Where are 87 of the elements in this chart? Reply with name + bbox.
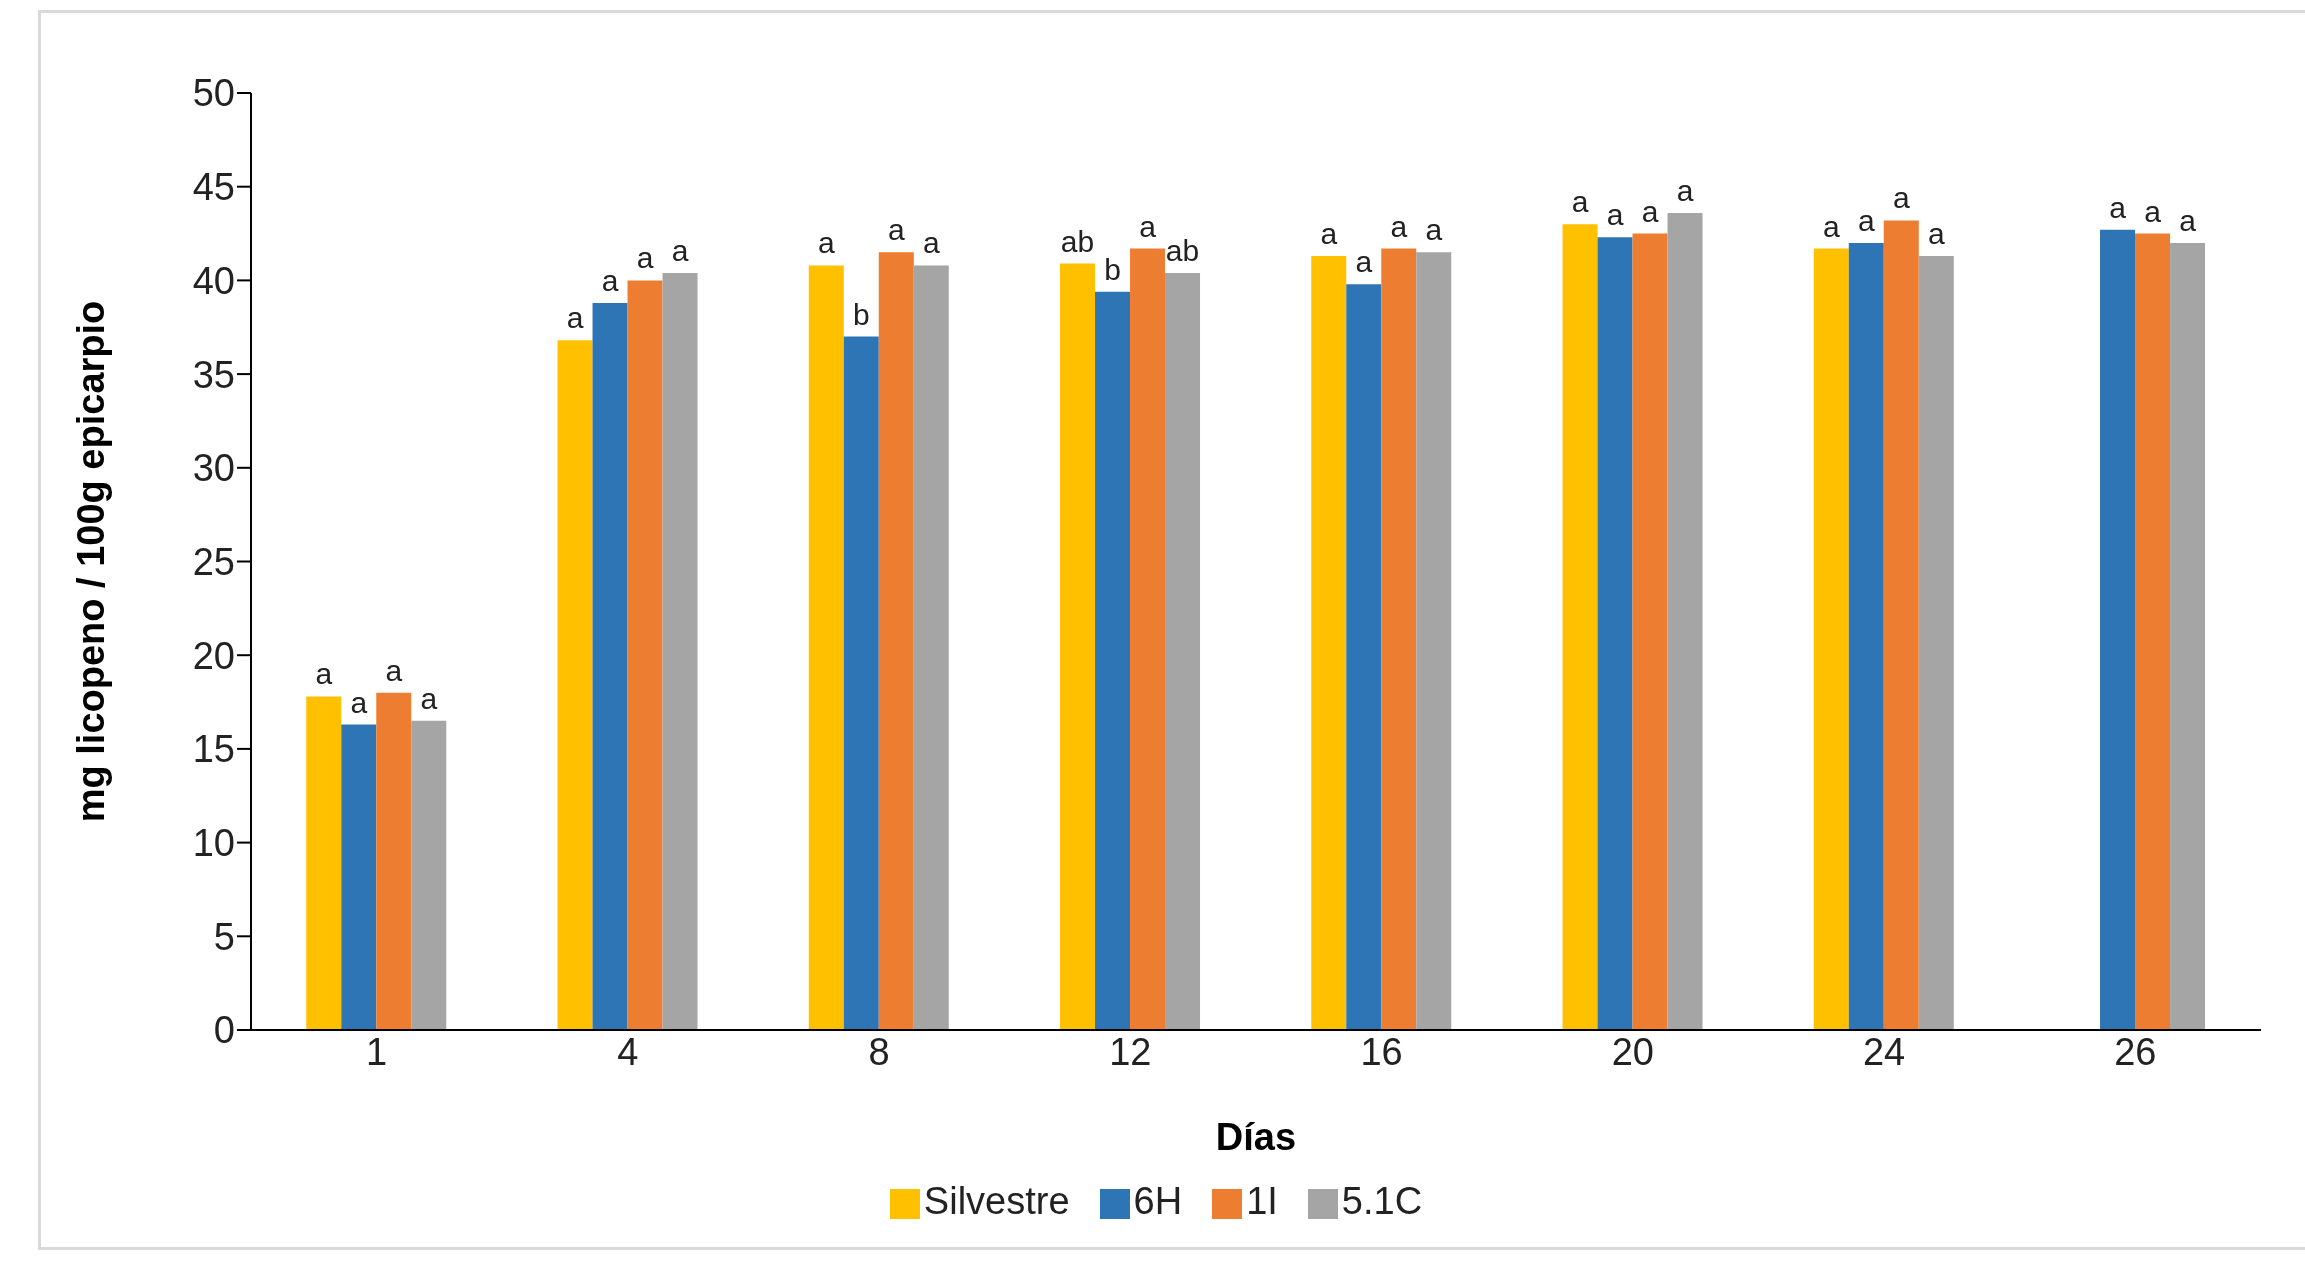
legend-label: 5.1C xyxy=(1341,1180,1423,1222)
data-label: a xyxy=(671,233,689,267)
bar xyxy=(1632,233,1668,1030)
data-label: ab xyxy=(1165,233,1200,267)
y-tick-label: 45 xyxy=(192,166,235,209)
bar xyxy=(1813,248,1849,1030)
bar xyxy=(411,720,447,1030)
data-label: a xyxy=(1320,217,1338,251)
y-tick-label: 25 xyxy=(192,540,235,583)
data-label: a xyxy=(2179,203,2197,237)
bar xyxy=(2100,229,2136,1030)
x-tick-label: 1 xyxy=(366,1030,388,1073)
y-tick-label: 20 xyxy=(192,634,235,677)
bar xyxy=(878,252,914,1030)
data-label: a xyxy=(922,226,940,260)
data-label: a xyxy=(601,263,619,297)
data-label: b xyxy=(852,297,870,331)
data-label: a xyxy=(350,685,368,719)
data-label: a xyxy=(1857,203,1875,237)
data-label: a xyxy=(420,681,438,715)
bar xyxy=(2170,242,2206,1030)
y-tick-label: 30 xyxy=(192,447,235,490)
bar xyxy=(1667,212,1703,1030)
y-axis-title: mg licopeno / 100g epicarpio xyxy=(70,300,113,823)
bar xyxy=(662,272,698,1030)
bar xyxy=(1165,272,1201,1030)
bar xyxy=(2135,233,2171,1030)
y-tick-label: 40 xyxy=(192,259,235,302)
x-tick-label: 20 xyxy=(1611,1030,1655,1073)
y-tick-label: 15 xyxy=(192,728,235,771)
bar xyxy=(1311,256,1347,1030)
bar xyxy=(1918,256,1954,1030)
bar xyxy=(808,265,844,1030)
data-label: a xyxy=(1641,194,1659,228)
x-tick-label: 4 xyxy=(617,1030,639,1073)
data-label: a xyxy=(1571,185,1589,219)
bar xyxy=(1562,224,1598,1030)
legend-label: Silvestre xyxy=(923,1180,1070,1222)
data-label: a xyxy=(636,241,654,275)
data-label: a xyxy=(1606,198,1624,232)
data-label: a xyxy=(1139,209,1157,243)
x-tick-label: 8 xyxy=(868,1030,890,1073)
x-tick-label: 26 xyxy=(2114,1030,2157,1073)
data-label: a xyxy=(2109,190,2127,224)
data-label: a xyxy=(1390,209,1408,243)
bar xyxy=(341,724,377,1030)
bar xyxy=(1346,284,1382,1030)
y-tick-label: 50 xyxy=(192,72,235,115)
bar xyxy=(627,280,663,1030)
bar xyxy=(306,696,342,1030)
data-label: a xyxy=(1822,209,1840,243)
bar xyxy=(1381,248,1417,1030)
legend-label: 6H xyxy=(1133,1180,1183,1222)
bar xyxy=(1416,252,1452,1030)
bar xyxy=(557,340,593,1030)
y-tick-label: 0 xyxy=(213,1009,235,1052)
data-label: a xyxy=(1892,181,1910,215)
data-label: a xyxy=(1676,173,1694,207)
bar xyxy=(1130,248,1166,1030)
bar xyxy=(1060,263,1096,1030)
data-label: b xyxy=(1104,252,1121,286)
data-label: a xyxy=(385,653,403,687)
data-label: a xyxy=(1425,213,1443,247)
data-label: a xyxy=(2144,194,2162,228)
bar xyxy=(843,336,879,1030)
data-label: a xyxy=(315,657,333,691)
bar xyxy=(1095,291,1131,1030)
x-tick-label: 16 xyxy=(1360,1030,1403,1073)
x-tick-label: 24 xyxy=(1862,1030,1906,1073)
x-axis-title: Días xyxy=(1215,1116,1297,1158)
data-label: a xyxy=(887,213,905,247)
data-label: a xyxy=(1927,217,1945,251)
bar xyxy=(376,692,412,1030)
bar xyxy=(913,265,949,1030)
y-tick-label: 10 xyxy=(192,822,235,865)
data-label: a xyxy=(566,301,584,335)
bar xyxy=(1597,237,1633,1030)
bar xyxy=(592,302,628,1030)
bar xyxy=(1848,242,1884,1030)
y-tick-label: 35 xyxy=(192,353,235,396)
x-tick-label: 12 xyxy=(1109,1030,1152,1073)
data-label: a xyxy=(1355,245,1373,279)
bar xyxy=(1883,220,1919,1030)
data-label: a xyxy=(817,226,835,260)
data-label: ab xyxy=(1060,224,1095,258)
y-tick-label: 5 xyxy=(213,915,235,958)
legend-label: 1I xyxy=(1246,1180,1278,1222)
